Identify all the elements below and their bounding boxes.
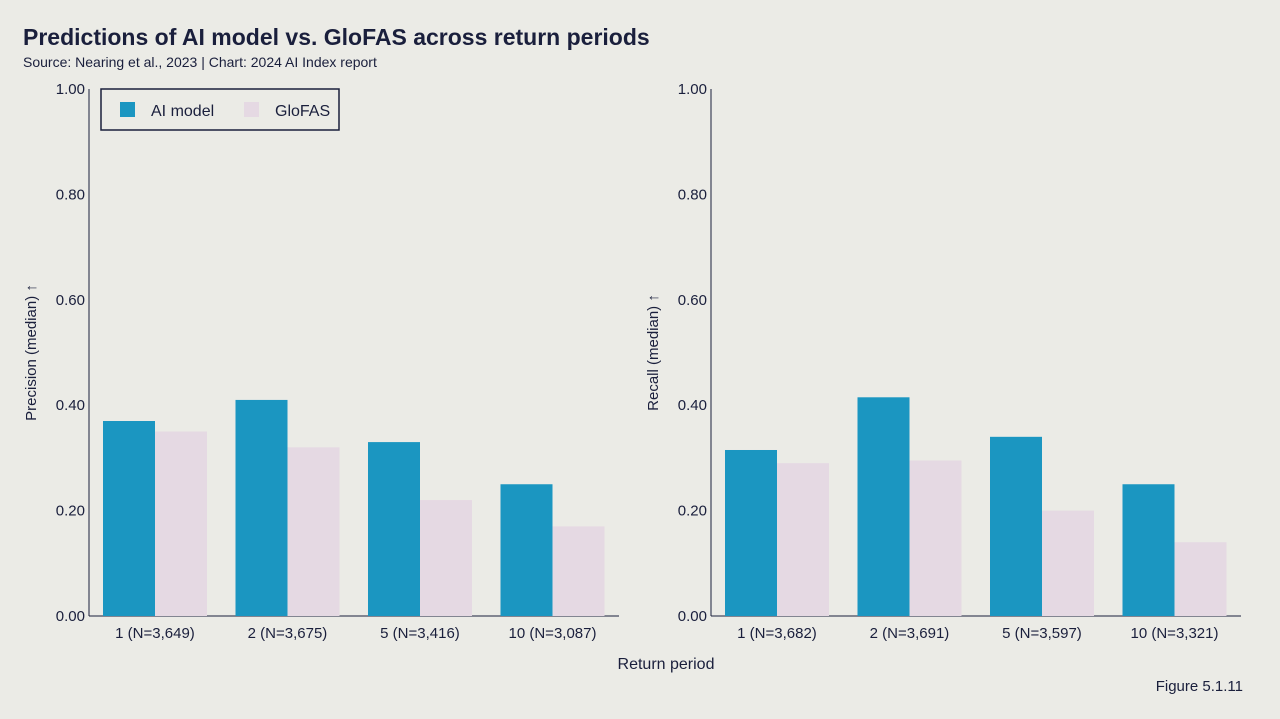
- bar-glofas: [1042, 510, 1094, 616]
- y-tick-label: 1.00: [56, 81, 85, 98]
- bar-glofas: [420, 500, 472, 616]
- y-tick-label: 0.60: [678, 292, 707, 309]
- chart-title: Predictions of AI model vs. GloFAS acros…: [23, 24, 650, 50]
- y-tick-label: 0.20: [56, 503, 85, 520]
- recall-panel: 0.00 0.20 0.40 0.60 0.80 1.00 Recall (median) …: [645, 81, 1241, 642]
- bar-ai-model: [725, 449, 777, 616]
- legend-swatch: [244, 102, 259, 117]
- y-axis-label: Precision (median) ↑: [23, 284, 40, 421]
- figure-label: Figure 5.1.11: [1155, 678, 1243, 695]
- x-axis-label: Return period: [617, 656, 715, 673]
- x-tick-label: 1 (N=3,649): [115, 625, 195, 642]
- legend-label: AI model: [151, 103, 214, 120]
- y-tick-label: 0.80: [678, 186, 707, 203]
- y-tick-label: 0.00: [56, 608, 85, 625]
- y-tick-label: 0.60: [56, 292, 85, 309]
- bar-ai-model: [103, 421, 155, 616]
- x-tick-label: 2 (N=3,691): [870, 625, 950, 642]
- bar-ai-model: [500, 484, 553, 616]
- x-tick-label: 10 (N=3,087): [509, 625, 597, 642]
- x-tick-label: 5 (N=3,416): [380, 625, 460, 642]
- bar-glofas: [155, 431, 207, 616]
- bar-ai-model: [857, 397, 910, 616]
- bar-glofas: [287, 447, 340, 616]
- y-axis-label: Recall (median) ↑: [645, 294, 662, 411]
- legend-swatch: [120, 102, 135, 117]
- x-tick-label: 1 (N=3,682): [737, 625, 817, 642]
- y-tick-label: 0.00: [678, 608, 707, 625]
- legend-label: GloFAS: [275, 103, 330, 120]
- legend: AI model GloFAS: [100, 88, 340, 131]
- bar-ai-model: [235, 399, 288, 616]
- precision-panel: 0.00 0.20 0.40 0.60 0.80 1.00 Precision (media…: [23, 81, 619, 642]
- x-tick-label: 2 (N=3,675): [248, 625, 328, 642]
- y-tick-label: 0.40: [678, 397, 707, 414]
- chart-subtitle: Source: Nearing et al., 2023 | Chart: 20…: [23, 54, 377, 70]
- y-tick-label: 0.40: [56, 397, 85, 414]
- bar-ai-model: [990, 436, 1042, 616]
- x-tick-label: 10 (N=3,321): [1131, 625, 1219, 642]
- y-tick-label: 1.00: [678, 81, 707, 98]
- bar-glofas: [909, 460, 962, 616]
- bar-glofas: [1174, 542, 1227, 616]
- y-tick-label: 0.20: [678, 503, 707, 520]
- bar-glofas: [777, 463, 829, 616]
- bar-ai-model: [368, 442, 420, 616]
- y-tick-label: 0.80: [56, 186, 85, 203]
- x-tick-label: 5 (N=3,597): [1002, 625, 1082, 642]
- bar-glofas: [552, 526, 605, 616]
- legend-box: [100, 88, 340, 131]
- bar-ai-model: [1122, 484, 1175, 616]
